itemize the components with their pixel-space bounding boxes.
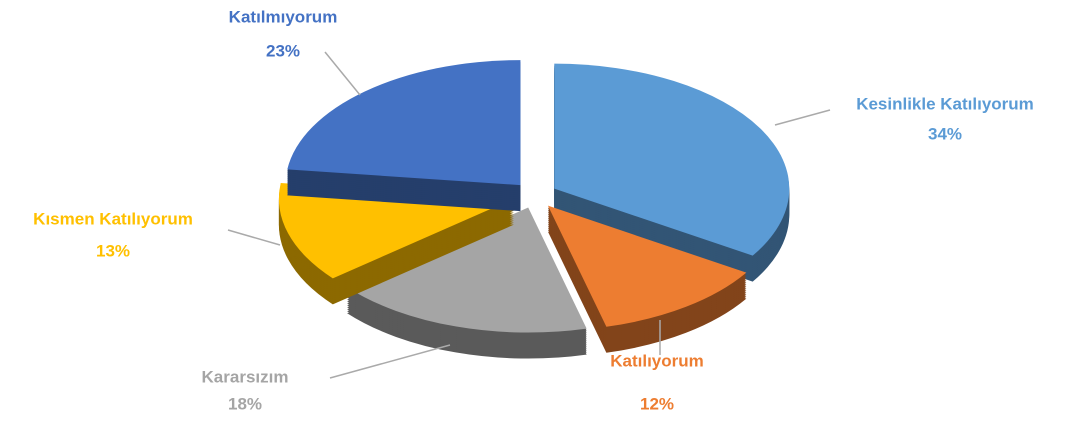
slice-value: 18% <box>228 394 262 413</box>
leader-line <box>324 51 361 96</box>
leader-line <box>227 229 281 246</box>
slice-label: Kararsızım <box>202 367 289 386</box>
slice-value: 23% <box>266 41 300 60</box>
slice <box>278 183 514 279</box>
slice-value: 34% <box>928 124 962 143</box>
leader-line <box>329 344 451 379</box>
slice-value: 13% <box>96 241 130 260</box>
slice-label: Katılmıyorum <box>229 7 338 26</box>
slice <box>287 60 521 186</box>
slice-label: Katılıyorum <box>610 351 704 370</box>
slice <box>547 205 747 327</box>
slice <box>347 207 587 333</box>
slice-label: Kısmen Katılıyorum <box>33 209 193 228</box>
slice-label: Kesinlikle Katılıyorum <box>856 94 1034 113</box>
slice-value: 12% <box>640 394 674 413</box>
leader-line <box>774 109 831 126</box>
slice <box>554 63 790 256</box>
